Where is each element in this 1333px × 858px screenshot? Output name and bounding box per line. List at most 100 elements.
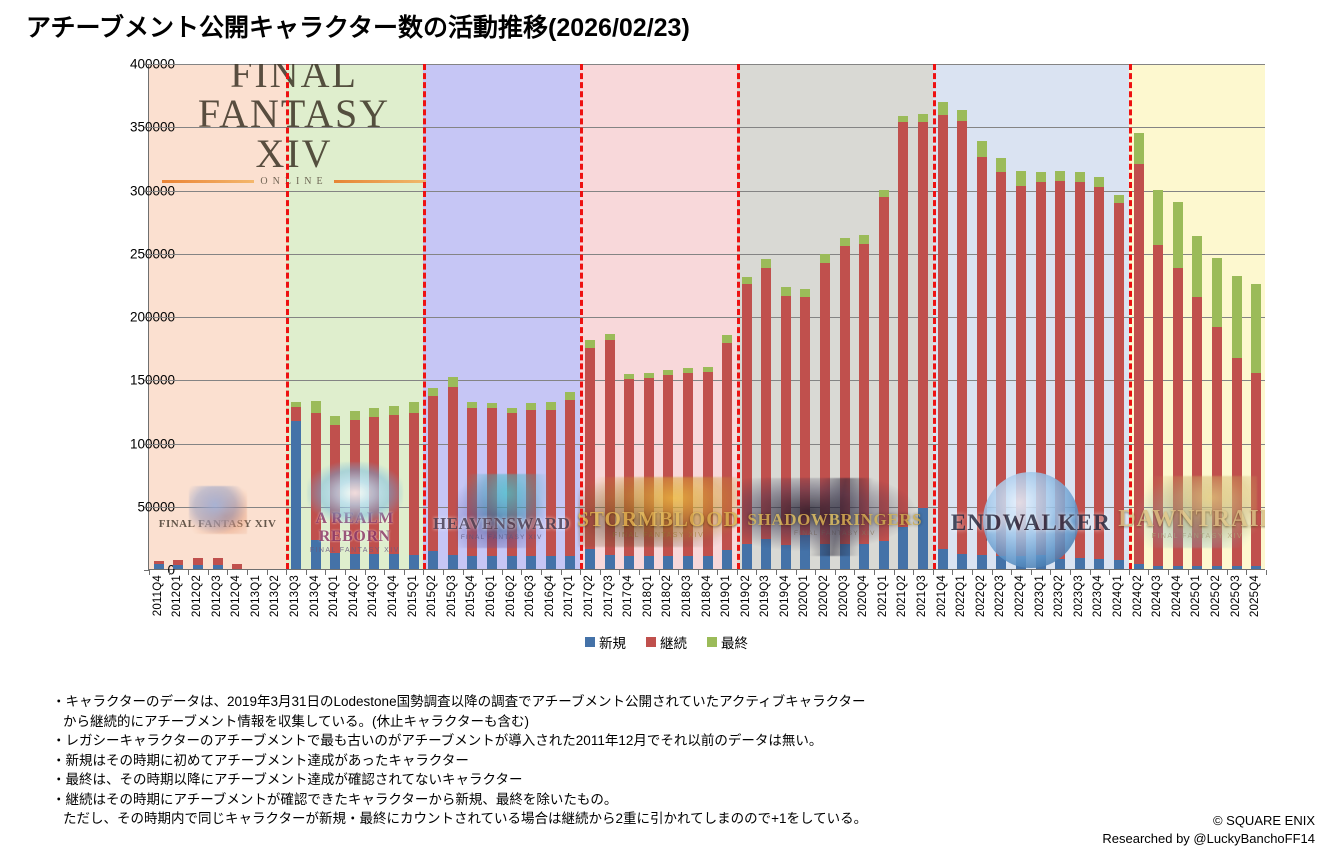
y-tick-mark-50000 [144,506,149,508]
x-tick-mark-49 [1109,570,1111,575]
x-tick-mark-52 [1168,570,1170,575]
x-tick-mark-54 [1207,570,1209,575]
x-tick-mark-18 [501,570,503,575]
bar-segment-新規-2018Q2 [663,556,674,569]
bar-2012Q3 [212,557,223,569]
legend-label-最終: 最終 [721,636,748,651]
x-tick-label-2024Q1: 2024Q1 [1112,575,1125,618]
bar-segment-継続-2019Q3 [761,267,772,539]
bar-segment-継続-2024Q4 [1172,267,1183,567]
x-tick-mark-38 [893,570,895,575]
bar-segment-最終-2018Q1 [643,372,654,378]
bar-segment-継続-2021Q2 [898,122,909,528]
bar-2019Q2 [741,276,752,569]
bar-segment-最終-2019Q1 [722,335,733,343]
bar-2014Q4 [388,405,399,569]
x-tick-label-2014Q2: 2014Q2 [347,575,360,618]
bar-2016Q1 [486,403,497,569]
x-tick-label-2018Q4: 2018Q4 [700,575,713,618]
bar-segment-最終-2023Q2 [1055,170,1066,181]
x-tick-label-2013Q4: 2013Q4 [308,575,321,618]
bar-segment-継続-2023Q3 [1074,181,1085,558]
x-tick-mark-6 [266,570,268,575]
bar-2017Q2 [584,340,595,569]
bar-segment-新規-2022Q1 [957,553,968,569]
bar-2016Q2 [506,408,517,569]
x-tick-mark-5 [246,570,248,575]
gridline-350000 [149,127,1265,129]
bar-segment-最終-2015Q3 [447,376,458,387]
x-axis-labels: 2011Q4 2012Q1 2012Q2 2012Q3 2012Q4 2013Q1 2013… [148,575,1265,627]
bar-segment-新規-2014Q2 [349,553,360,569]
bar-segment-継続-2017Q2 [584,347,595,549]
bar-segment-新規-2017Q2 [584,548,595,569]
x-tick-mark-10 [344,570,346,575]
x-tick-label-2011Q4: 2011Q4 [151,575,164,617]
bar-segment-新規-2022Q2 [976,555,987,569]
page-title: アチーブメント公開キャラクター数の活動推移(2026/02/23) [26,14,690,42]
bar-segment-継続-2014Q4 [388,414,399,554]
copyright-text: © SQUARE ENIX [1212,813,1315,828]
bar-segment-継続-2017Q1 [565,399,576,557]
legend-item-最終[interactable]: 最終 [707,632,748,652]
x-tick-mark-44 [1011,570,1013,575]
x-tick-mark-32 [776,570,778,575]
bar-segment-最終-2019Q3 [761,259,772,268]
bar-segment-継続-2023Q2 [1055,180,1066,559]
x-tick-label-2025Q1: 2025Q1 [1190,575,1203,618]
bar-segment-継続-2018Q2 [663,375,674,557]
x-tick-mark-30 [736,570,738,575]
x-tick-mark-21 [560,570,562,575]
legend-item-継続[interactable]: 継続 [646,632,687,652]
bar-segment-新規-2012Q1 [173,565,184,569]
bar-segment-最終-2025Q2 [1212,257,1222,328]
bar-2016Q4 [545,402,556,569]
bar-segment-継続-2013Q3 [290,407,301,421]
x-tick-mark-48 [1089,570,1091,575]
x-tick-label-2014Q1: 2014Q1 [328,575,341,618]
x-tick-label-2018Q2: 2018Q2 [661,575,674,618]
bar-segment-最終-2015Q4 [467,402,478,409]
legend-item-新規[interactable]: 新規 [585,632,626,652]
bar-segment-最終-2021Q2 [898,116,909,123]
bar-segment-最終-2022Q2 [976,141,987,157]
x-tick-label-2020Q3: 2020Q3 [837,575,850,618]
bar-segment-最終-2014Q3 [369,408,380,418]
bar-segment-新規-2016Q4 [545,556,556,569]
x-tick-mark-35 [834,570,836,575]
bar-segment-継続-2013Q4 [310,413,321,540]
x-tick-mark-17 [482,570,484,575]
x-tick-label-2020Q4: 2020Q4 [857,575,870,618]
bar-segment-新規-2014Q3 [369,553,380,569]
bar-2025Q2 [1212,257,1222,569]
bar-segment-新規-2017Q3 [604,555,615,569]
bar-segment-新規-2025Q3 [1231,566,1242,569]
bar-segment-新規-2012Q3 [212,565,223,569]
x-tick-label-2014Q4: 2014Q4 [386,575,399,618]
bar-segment-新規-2019Q3 [761,538,772,569]
bar-segment-継続-2021Q4 [937,114,948,549]
bar-segment-最終-2017Q3 [604,333,615,341]
bar-segment-新規-2018Q1 [643,556,654,569]
x-tick-label-2020Q2: 2020Q2 [818,575,831,618]
bar-segment-継続-2012Q2 [192,557,203,566]
x-tick-label-2017Q2: 2017Q2 [582,575,595,618]
bar-2012Q2 [192,557,203,569]
footnotes: ・キャラクターのデータは、2019年3月31日のLodestone国勢調査以降の… [52,692,1052,829]
x-tick-mark-29 [717,570,719,575]
bar-2015Q1 [408,402,419,569]
x-tick-mark-7 [286,570,288,575]
x-tick-mark-46 [1050,570,1052,575]
x-tick-label-2012Q2: 2012Q2 [190,575,203,618]
bar-2025Q3 [1231,275,1242,569]
gridline-400000 [149,64,1265,65]
bar-2022Q1 [957,109,968,569]
bar-segment-継続-2017Q3 [604,340,615,556]
bar-segment-継続-2012Q4 [232,563,243,569]
y-tick-label-0: 0 [167,562,175,578]
bar-segment-最終-2017Q1 [565,391,576,400]
x-tick-mark-2 [188,570,190,575]
bar-segment-最終-2015Q1 [408,402,419,414]
bar-segment-最終-2020Q1 [800,289,811,298]
bar-segment-新規-2020Q3 [839,543,850,569]
